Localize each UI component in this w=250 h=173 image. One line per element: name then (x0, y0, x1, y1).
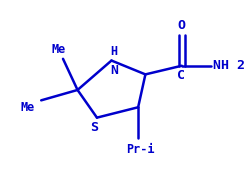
Text: O: O (177, 19, 185, 32)
Text: S: S (90, 121, 98, 134)
Text: NH 2: NH 2 (212, 59, 244, 72)
Text: Pr-i: Pr-i (126, 143, 154, 156)
Text: N: N (110, 63, 118, 77)
Text: C: C (176, 69, 184, 82)
Text: Me: Me (21, 101, 35, 114)
Text: H: H (110, 44, 117, 58)
Text: Me: Me (51, 43, 65, 56)
